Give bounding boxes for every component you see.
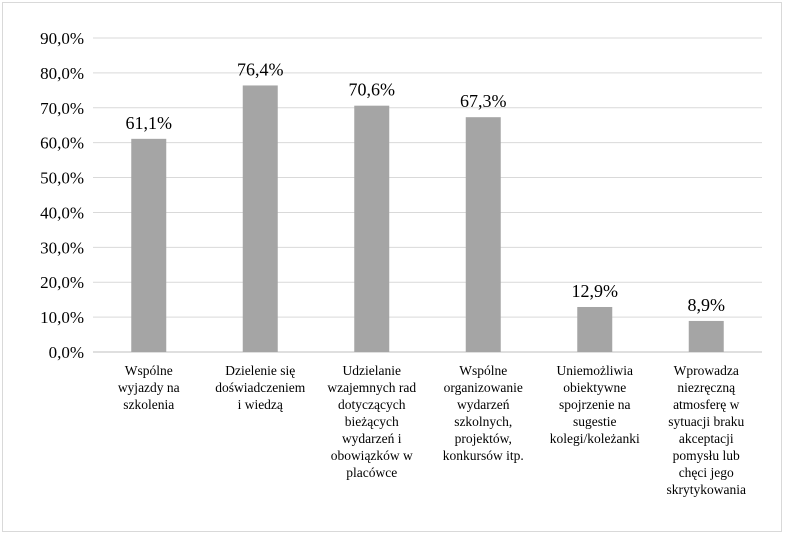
y-tick-label: 0,0% <box>49 343 84 362</box>
category-label-line: projektów, <box>455 431 512 446</box>
category-label-line: niezręczną <box>677 380 736 395</box>
y-tick-label: 50,0% <box>40 169 84 188</box>
category-label-line: placówce <box>346 465 397 480</box>
data-label: 70,6% <box>349 80 396 100</box>
category-label: Wspólne wyjazdy na szkolenia <box>118 363 180 412</box>
category-label-line: wyjazdy na <box>118 380 180 395</box>
category-label-line: chęci jego <box>679 465 734 480</box>
bar <box>131 138 167 352</box>
category-label-line: bieżących <box>345 414 399 429</box>
data-label: 12,9% <box>572 281 619 301</box>
category-label-line: dotyczących <box>338 397 406 412</box>
category-label-line: obiektywne <box>563 380 626 395</box>
category-label: Dzielenie się doświadczeniem i wiedzą <box>215 363 305 412</box>
category-label: Wspólne organizowanie wydarzeń szkolnych, pr… <box>443 363 524 463</box>
bar <box>465 117 501 352</box>
category-label-line: akceptacji <box>679 431 734 446</box>
y-tick-label: 90,0% <box>40 29 84 48</box>
category-label-line: atmosferę w <box>673 397 740 412</box>
y-tick-label: 10,0% <box>40 308 84 327</box>
category-label-line: spojrzenie na <box>559 397 631 412</box>
category-label-line: Wspólne <box>459 363 507 378</box>
data-label: 8,9% <box>688 295 726 315</box>
category-label-line: Uniemożliwia <box>557 363 633 378</box>
category-label-line: szkolenia <box>123 397 174 412</box>
category-label: Uniemożliwia obiektywne spojrzenie na suges… <box>550 363 640 446</box>
data-label: 67,3% <box>460 91 507 111</box>
category-label-line: i wiedzą <box>238 397 284 412</box>
data-label: 61,1% <box>126 113 173 133</box>
y-tick-label: 30,0% <box>40 238 84 257</box>
category-label-line: sugestie <box>573 414 617 429</box>
category-label-line: obowiązków w <box>331 448 413 463</box>
category-label-line: kolegi/koleżanki <box>550 431 640 446</box>
y-tick-label: 20,0% <box>40 273 84 292</box>
data-label: 76,4% <box>237 59 284 79</box>
y-tick-label: 70,0% <box>40 99 84 118</box>
category-label-line: konkursów itp. <box>443 448 524 463</box>
category-label: Wprowadza niezręczną atmosferę w sytuacji b… <box>667 363 746 497</box>
category-label-line: Wspólne <box>125 363 173 378</box>
category-label-line: pomysłu lub <box>673 448 740 463</box>
category-label-line: Dzielenie się <box>225 363 295 378</box>
bar <box>354 105 390 352</box>
category-label-line: Wprowadza <box>674 363 739 378</box>
bar <box>242 85 278 353</box>
category-label: Udzielanie wzajemnych rad dotyczących bieżą… <box>327 363 416 480</box>
category-label-line: szkolnych, <box>454 414 512 429</box>
y-tick-label: 40,0% <box>40 203 84 222</box>
category-label-line: wydarzeń <box>457 397 510 412</box>
category-label-line: skrytykowania <box>667 482 746 497</box>
y-tick-label: 80,0% <box>40 64 84 83</box>
bar <box>688 320 724 352</box>
category-label-line: organizowanie <box>444 380 523 395</box>
y-tick-label: 60,0% <box>40 134 84 153</box>
category-label-line: wydarzeń i <box>342 431 402 446</box>
bar <box>577 306 613 352</box>
category-label-line: sytuacji braku <box>668 414 744 429</box>
category-label-line: wzajemnych rad <box>327 380 416 395</box>
category-label-line: doświadczeniem <box>215 380 305 395</box>
category-label-line: Udzielanie <box>343 363 401 378</box>
